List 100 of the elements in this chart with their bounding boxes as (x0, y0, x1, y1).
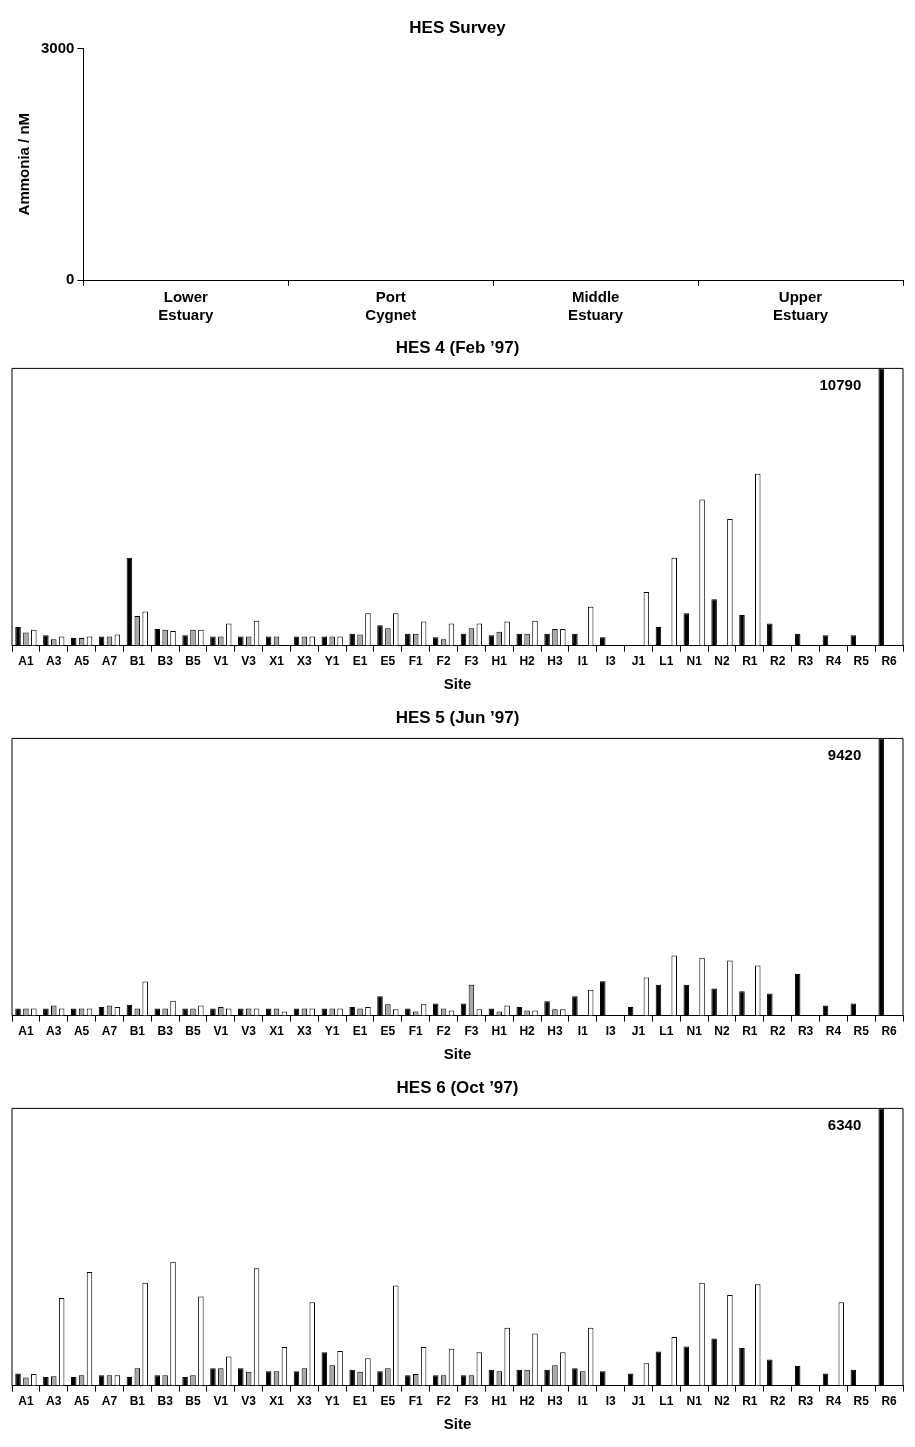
x-tick-label: R5 (853, 654, 870, 669)
x-tick-label: J1 (631, 654, 646, 669)
annotation: 10790 (819, 376, 862, 394)
x-tick-label: L1 (659, 654, 674, 669)
x-tick-label: I1 (577, 654, 589, 669)
x-tick-label: B5 (185, 1024, 201, 1039)
x-tick-label: B5 (185, 1394, 201, 1409)
bar (349, 1369, 355, 1386)
x-tick-label: A7 (101, 1024, 118, 1039)
bar (405, 1375, 411, 1386)
x-tick-label: A3 (46, 1394, 62, 1409)
bar (767, 993, 773, 1016)
x-tick-label: H3 (547, 654, 563, 669)
x-tick-label: I1 (577, 1394, 589, 1409)
x-tick-label: F2 (436, 654, 451, 669)
annotation: 9420 (827, 746, 862, 764)
x-axis-title: Site (443, 675, 472, 693)
x-tick-label: N1 (686, 1024, 703, 1039)
x-tick-label: Y1 (324, 654, 340, 669)
x-axis-title: Site (443, 1415, 472, 1433)
x-tick-label: R3 (797, 1024, 814, 1039)
x-tick-label: B5 (185, 654, 201, 669)
x-tick-label: R4 (825, 1024, 842, 1039)
x-tick-label: N1 (686, 654, 703, 669)
x-tick-label: E1 (352, 1024, 368, 1039)
bar (767, 1359, 773, 1386)
x-tick-label: F1 (408, 1394, 424, 1409)
x-tick-label: F3 (464, 1394, 479, 1409)
bar (711, 599, 717, 646)
bar (238, 1368, 244, 1386)
bar (516, 633, 522, 646)
x-tick-label: Port Cygnet (365, 288, 417, 324)
x-tick-label: R4 (825, 654, 842, 669)
x-tick-label: B3 (157, 1394, 174, 1409)
x-tick-label: B1 (129, 1394, 146, 1409)
x-tick-label: Lower Estuary (158, 288, 214, 324)
x-tick-label: X1 (269, 1394, 285, 1409)
x-tick-label: N2 (714, 1024, 731, 1039)
bar (572, 633, 578, 646)
x-tick-label: R2 (770, 1024, 786, 1039)
bar (739, 1347, 745, 1386)
x-tick-label: R2 (770, 1394, 786, 1409)
x-tick-label: Upper Estuary (773, 288, 829, 324)
bar (739, 615, 745, 646)
x-tick-label: X3 (297, 1024, 313, 1039)
bar (154, 628, 161, 646)
y-axis-title: Ammonia / nM (15, 112, 33, 216)
bar (15, 1373, 21, 1386)
x-tick-label: Y1 (324, 1024, 340, 1039)
bar (599, 1371, 606, 1386)
x-tick-label: V3 (241, 654, 257, 669)
x-tick-label: R6 (881, 1394, 898, 1409)
x-tick-label: H3 (547, 1024, 563, 1039)
x-tick-label: V3 (241, 1394, 257, 1409)
chart-title: HES 6 (Oct ’97) (396, 1077, 519, 1097)
x-tick-label: A1 (18, 1394, 34, 1409)
bar (377, 625, 383, 646)
x-tick-label: H2 (519, 1394, 536, 1409)
x-tick-label: I3 (605, 1024, 616, 1039)
x-tick-label: E5 (380, 1024, 396, 1039)
bar (377, 996, 383, 1016)
x-tick-label: E5 (380, 1394, 396, 1409)
x-tick-label: A5 (73, 1024, 90, 1039)
x-tick-label: X1 (269, 1024, 285, 1039)
bar (544, 633, 550, 646)
chart-title: HES 5 (Jun ’97) (395, 707, 520, 727)
x-tick-label: A3 (46, 654, 62, 669)
x-tick-label: H1 (491, 654, 508, 669)
bar (711, 1338, 717, 1386)
x-tick-label: N2 (714, 654, 731, 669)
bar (349, 633, 355, 646)
x-tick-label: F3 (464, 654, 479, 669)
x-tick-label: V1 (213, 1394, 229, 1409)
y-tick-label: 0 (66, 270, 75, 288)
x-tick-label: F2 (436, 1024, 451, 1039)
bar (43, 635, 49, 646)
x-tick-label: F1 (408, 654, 424, 669)
bar (210, 1368, 216, 1386)
bar (544, 1001, 550, 1016)
x-tick-label: I1 (577, 1024, 589, 1039)
x-tick-label: H3 (547, 1394, 563, 1409)
bar (572, 996, 578, 1016)
x-tick-label: A3 (46, 1024, 62, 1039)
x-tick-label: A7 (101, 654, 118, 669)
x-tick-label: L1 (659, 1024, 674, 1039)
bar (739, 991, 745, 1016)
x-tick-label: X3 (297, 1394, 313, 1409)
x-tick-label: A5 (73, 1394, 90, 1409)
bar (405, 633, 411, 646)
bar (572, 1368, 578, 1386)
x-tick-label: R2 (770, 654, 786, 669)
x-axis-title: Site (443, 1045, 472, 1063)
x-tick-label: H1 (491, 1394, 508, 1409)
bar (154, 1375, 161, 1386)
x-tick-label: F3 (464, 1024, 479, 1039)
bar (544, 1369, 550, 1386)
bar (15, 627, 21, 646)
x-tick-label: J1 (631, 1394, 646, 1409)
x-tick-label: B3 (157, 1024, 174, 1039)
x-tick-label: R3 (797, 654, 814, 669)
